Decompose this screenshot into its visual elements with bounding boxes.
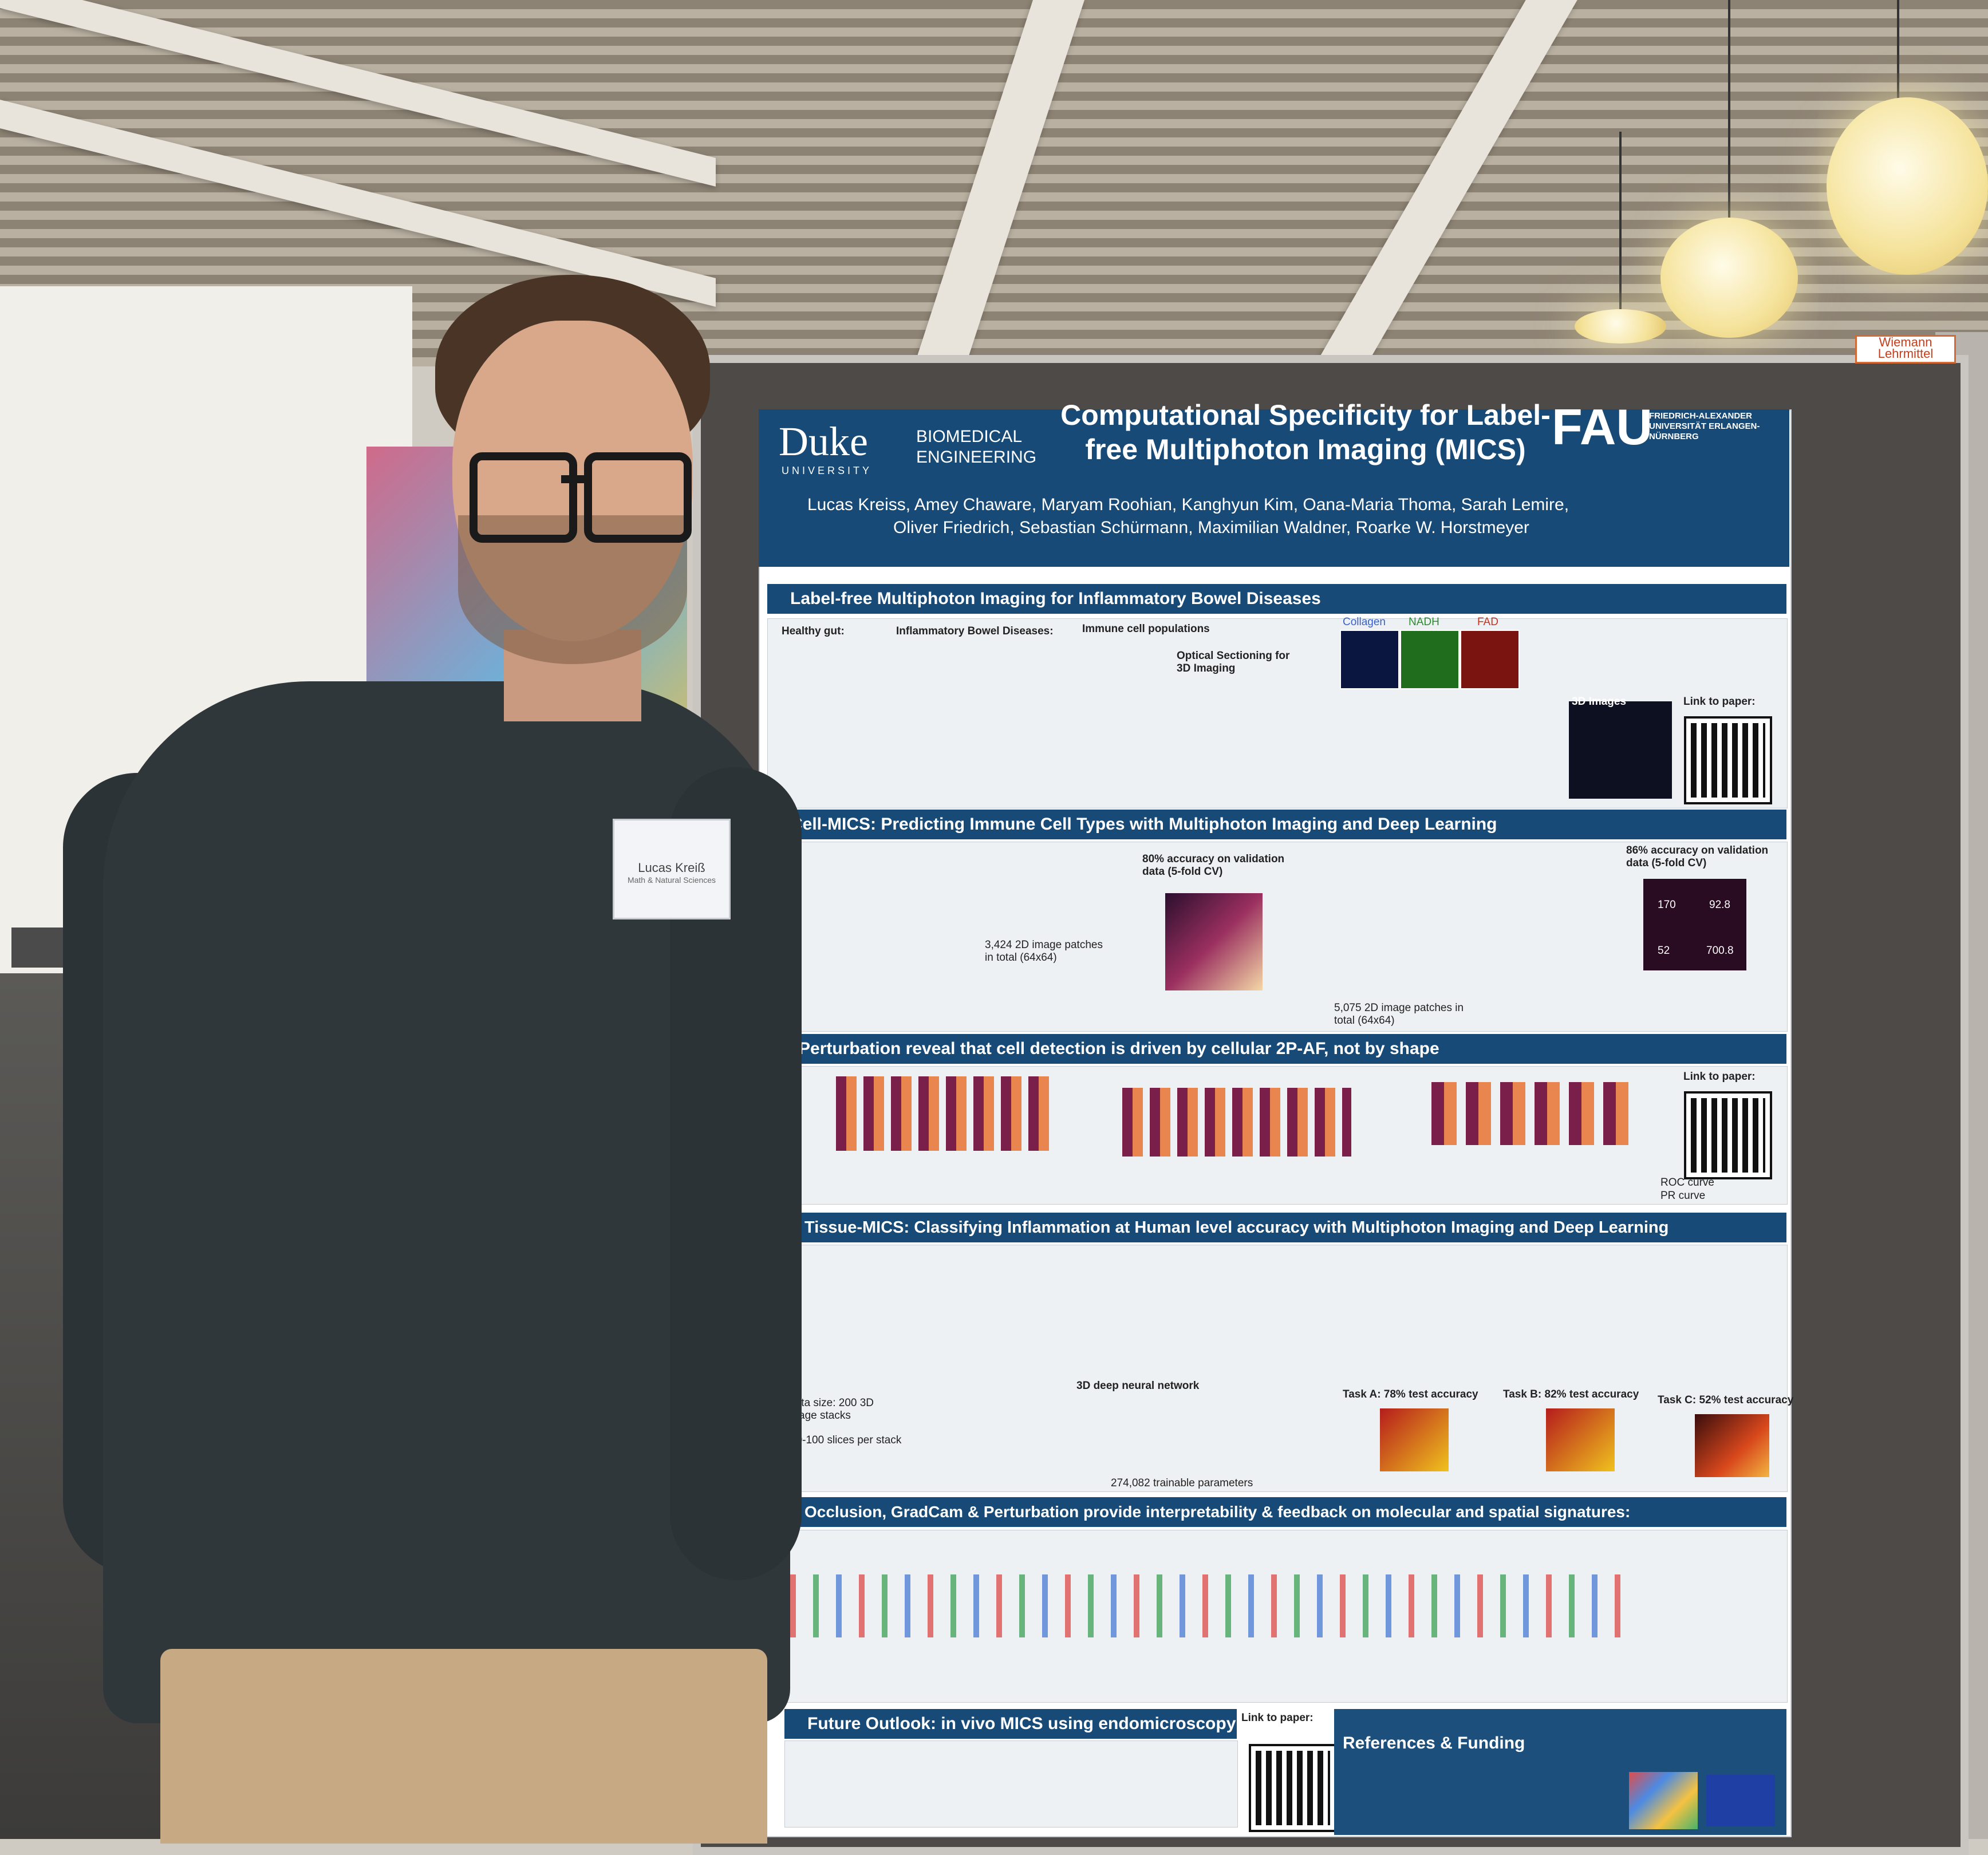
glasses-icon (470, 452, 577, 543)
name-badge: Lucas Kreiß Math & Natural Sciences (613, 819, 731, 919)
violin-plots (790, 1574, 1620, 1637)
bar-chart-1 (836, 1076, 1054, 1151)
label-nadh: NADH (1409, 616, 1439, 628)
section-bar-3: Perturbation reveal that cell detection … (776, 1034, 1786, 1064)
pendant-lamp (1827, 97, 1988, 275)
qr-code[interactable] (1251, 1746, 1335, 1830)
bar-chart-2 (1122, 1088, 1351, 1157)
label-ibd: Inflammatory Bowel Diseases: (896, 625, 1054, 637)
fau-logo-sub: FRIEDRICH-ALEXANDER UNIVERSITÄT ERLANGEN… (1649, 411, 1760, 441)
cm-value: 92.8 (1709, 899, 1730, 911)
authors-line-1: Lucas Kreiss, Amey Chaware, Maryam Roohi… (807, 495, 1569, 514)
legend-roc: ROC curve (1660, 1177, 1714, 1189)
figure-cell-mics (767, 842, 1788, 1032)
confusion-matrix-2 (1643, 879, 1746, 970)
task-c-accuracy: Task C: 52% test accuracy (1658, 1394, 1794, 1406)
label-link-3: Link to paper: (1241, 1712, 1314, 1724)
nadh-image (1400, 630, 1460, 689)
confusion-matrix-6 (1165, 893, 1263, 990)
authors-line-2: Oliver Friedrich, Sebastian Schürmann, M… (893, 518, 1529, 537)
glasses-bridge (561, 475, 584, 483)
accuracy-80: 80% accuracy on validation data (5-fold … (1142, 853, 1285, 878)
legend-pr: PR curve (1660, 1190, 1706, 1202)
lamp-cord (1619, 132, 1622, 321)
slices-per-stack: 40-100 slices per stack (790, 1434, 902, 1446)
network-label: 3D deep neural network (1076, 1380, 1200, 1392)
pendant-lamp (1575, 309, 1666, 344)
figure-tissue-mics (782, 1245, 1788, 1492)
board-tag: Wiemann Lehrmittel (1855, 335, 1956, 364)
fau-logo: FAU (1552, 398, 1652, 455)
cm-value: 700.8 (1706, 945, 1734, 957)
eu-flag (1706, 1775, 1775, 1826)
data-size: Data size: 200 3D image stacks (787, 1397, 874, 1422)
duke-logo-sub: UNIVERSITY (782, 465, 873, 476)
section-bar-6: Future Outlook: in vivo MICS using endom… (784, 1709, 1237, 1739)
person-trousers (160, 1649, 767, 1844)
section-bar-5: Occlusion, GradCam & Perturbation provid… (782, 1497, 1786, 1527)
label-fad: FAD (1477, 616, 1498, 628)
poster-title: Computational Specificity for Label-free… (1060, 399, 1551, 465)
qr-code[interactable] (1686, 1094, 1770, 1177)
collagen-image (1340, 630, 1399, 689)
patches-count-b: 5,075 2D image patches in total (64x64) (1334, 1002, 1464, 1027)
marie-curie-logo (1629, 1772, 1698, 1829)
fad-image (1460, 630, 1520, 689)
label-link-1: Link to paper: (1683, 696, 1756, 708)
label-collagen: Collagen (1343, 616, 1386, 628)
poster-header (759, 409, 1789, 567)
pendant-lamp (1660, 218, 1798, 338)
task-b-accuracy: Task B: 82% test accuracy (1503, 1388, 1639, 1400)
section-bar-4: Tissue-MICS: Classifying Inflammation at… (782, 1213, 1786, 1242)
references-title: References & Funding (1343, 1734, 1525, 1753)
cm-value: 170 (1658, 899, 1676, 911)
task-a-matrix (1380, 1408, 1449, 1471)
params-label: 274,082 trainable parameters (1111, 1477, 1253, 1489)
patches-count-a: 3,424 2D image patches in total (64x64) (985, 939, 1103, 964)
task-a-accuracy: Task A: 78% test accuracy (1343, 1388, 1478, 1400)
section-bar-1: Label-free Multiphoton Imaging for Infla… (767, 584, 1786, 614)
bar-chart-3 (1431, 1082, 1632, 1145)
accuracy-86: 86% accuracy on validation data (5-fold … (1626, 844, 1769, 869)
3d-image (1569, 701, 1672, 799)
task-c-matrix (1695, 1414, 1769, 1477)
label-healthy: Healthy gut: (782, 625, 845, 637)
figure-outlook (784, 1740, 1238, 1828)
lamp-cord (1728, 0, 1730, 223)
duke-logo: Duke (779, 419, 868, 464)
lamp-cord (1897, 0, 1899, 137)
badge-affiliation: Math & Natural Sciences (627, 875, 716, 885)
label-link-2: Link to paper: (1683, 1071, 1756, 1083)
label-3d: 3D Images (1572, 696, 1627, 708)
label-immune: Immune cell populations (1082, 623, 1210, 635)
label-optical: Optical Sectioning for 3D Imaging (1177, 650, 1290, 674)
qr-code[interactable] (1686, 719, 1770, 802)
section-bar-2: Cell-MICS: Predicting Immune Cell Types … (767, 810, 1786, 839)
task-b-matrix (1546, 1408, 1615, 1471)
badge-name: Lucas Kreiß (638, 861, 705, 875)
glasses-icon (584, 452, 692, 543)
dept-label: BIOMEDICAL ENGINEERING (916, 427, 1037, 467)
cm-value: 52 (1658, 945, 1670, 957)
